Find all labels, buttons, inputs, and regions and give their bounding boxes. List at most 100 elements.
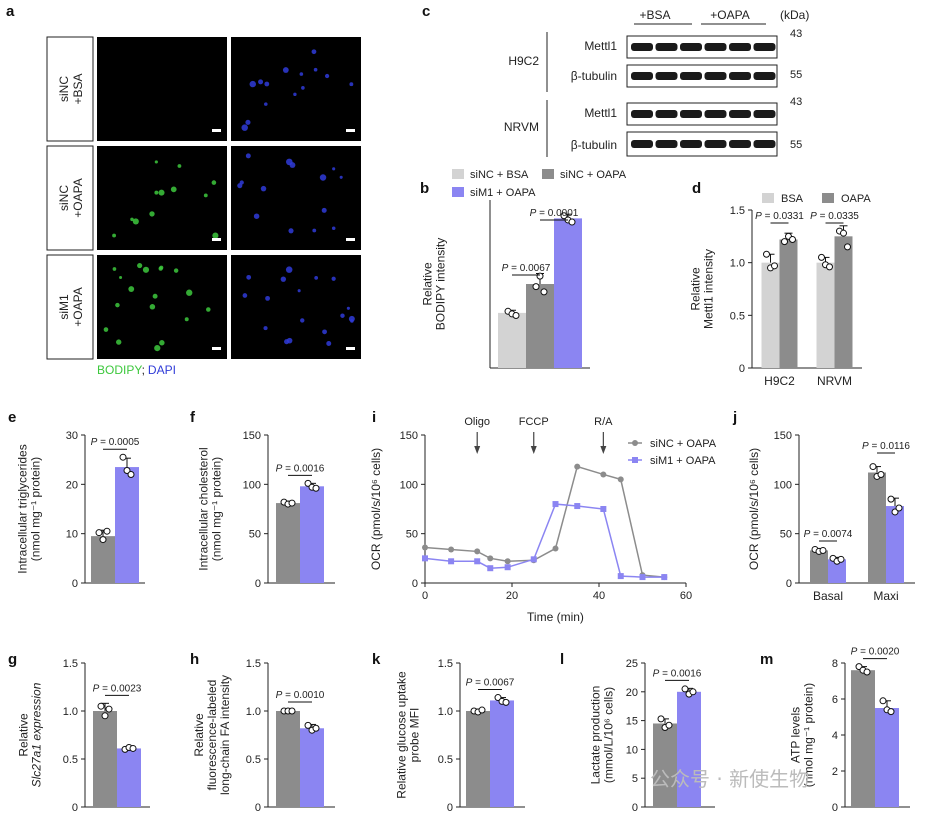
chart-f-cholesterol: 0 50 100 150 Intracellular cholesterol (nmol …: [197, 430, 335, 590]
bar: [554, 218, 582, 368]
y-tick-label: 50: [249, 529, 261, 541]
x-tick-label: Basal: [813, 589, 843, 603]
cell-dot: [173, 268, 179, 273]
cell-dot: [158, 266, 163, 271]
legend-swatch: [762, 193, 774, 203]
data-point: [95, 529, 103, 537]
y-axis-label: (nmol mg⁻¹ protein): [210, 457, 224, 561]
data-point: [502, 698, 510, 706]
row-label-3b: +OAPA: [71, 287, 85, 326]
y-axis-label: Relative: [689, 267, 703, 311]
legend-swatch: [542, 169, 554, 179]
scale-bar: [212, 238, 221, 241]
y-axis-label: OCR (pmol/s/10⁶ cells): [747, 448, 761, 570]
data-point: [101, 712, 109, 720]
y-axis-label: OCR (pmol/s/10⁶ cells): [369, 448, 383, 570]
panel-letter-a: a: [6, 3, 15, 20]
cell-dot: [132, 218, 139, 225]
series-marker: [574, 463, 581, 470]
p-value-label: P = 0.0023: [93, 683, 142, 694]
blot-band: [729, 72, 751, 80]
cell-dot: [142, 266, 150, 273]
group-label-oapa: +OAPA: [710, 8, 749, 22]
y-tick-label: 0: [255, 802, 261, 814]
legend-bodipy: BODIPY: [97, 363, 142, 377]
cell-dot: [326, 341, 332, 346]
data-point: [540, 288, 548, 296]
y-tick-label: 15: [626, 716, 638, 728]
data-point: [819, 546, 827, 554]
cell-dot: [340, 313, 345, 318]
p-value: = 0.0010: [282, 690, 324, 701]
p-value-label: P = 0.0005: [91, 437, 140, 448]
p-value: = 0.0020: [857, 647, 899, 658]
legend-swatch: [822, 193, 834, 203]
y-axis-label: long-chain FA intensity: [218, 675, 232, 795]
mw-55: 55: [790, 69, 802, 81]
p-symbol: P: [502, 263, 509, 274]
p-value: = 0.0005: [97, 437, 139, 448]
kda-label: (kDa): [780, 8, 809, 22]
legend-label: siNC + OAPA: [650, 438, 717, 450]
series-marker: [504, 558, 511, 565]
p-value: = 0.0067: [472, 678, 514, 689]
micro-siNC-OAPA-bodipy: [97, 146, 227, 250]
y-tick-label: 50: [406, 529, 418, 541]
x-tick-label: Maxi: [873, 589, 898, 603]
cell-dot: [285, 266, 293, 273]
cell-dot: [186, 289, 193, 296]
blot-band: [680, 72, 702, 80]
data-point: [837, 555, 845, 563]
panel-letter-l: l: [560, 651, 564, 668]
data-point: [763, 250, 770, 258]
p-value-label: P = 0.0067: [502, 263, 551, 274]
data-point: [887, 495, 895, 503]
protein-label-tubulin: β-tubulin: [571, 138, 617, 152]
cell-dot: [264, 81, 270, 87]
bar: [91, 536, 115, 583]
p-value-label: P = 0.0020: [851, 647, 900, 658]
y-axis-label: Relative: [421, 262, 435, 306]
cell-dot: [322, 329, 327, 335]
data-point: [312, 724, 320, 732]
p-value-label: P = 0.0116: [862, 441, 910, 452]
blot-band: [753, 72, 776, 80]
mw-55: 55: [790, 139, 802, 151]
y-axis-label: Relative: [192, 713, 206, 757]
y-tick-label: 0.5: [246, 754, 261, 766]
data-point: [532, 283, 540, 291]
cell-dot: [284, 339, 290, 345]
data-point: [879, 697, 887, 705]
cell-dot: [297, 289, 301, 293]
panel-letter-g: g: [8, 651, 17, 668]
y-tick-label: 150: [243, 430, 261, 442]
legend-label: siNC + BSA: [470, 169, 529, 181]
cell-dot: [170, 186, 177, 193]
y-tick-label: 0: [786, 578, 792, 590]
x-tick-label: 0: [422, 590, 428, 602]
data-point: [781, 238, 788, 246]
y-axis-label: (nmol mg⁻¹ protein): [802, 683, 816, 787]
cell-dot: [349, 82, 354, 87]
panel-letter-h: h: [190, 651, 199, 668]
p-value: = 0.0016: [282, 463, 324, 474]
cell-dot: [130, 217, 134, 222]
y-tick-label: 1.5: [63, 658, 78, 670]
row-label-2b: +OAPA: [71, 178, 85, 217]
cell-dot: [301, 86, 305, 90]
chart-e-triglycerides: 0 10 20 30 Intracellular triglycerides (nmol …: [16, 430, 145, 590]
panel-c-western-blot: +BSA +OAPA (kDa) H9C2 NRVM Mettl1 β-tubu…: [504, 8, 809, 157]
bar: [653, 723, 677, 807]
cell-dot: [159, 340, 165, 346]
y-axis-label: Intracellular cholesterol: [197, 447, 211, 570]
bar: [761, 262, 780, 368]
x-tick-label: NRVM: [817, 374, 852, 388]
micro-siNC-BSA-merge: [231, 37, 361, 141]
cell-line-h9c2: H9C2: [508, 54, 539, 68]
chart-h-fa-intensity: 0 0.5 1.0 1.5 Relative fluorescence-labeled lo…: [192, 658, 335, 814]
x-tick-label: H9C2: [764, 374, 795, 388]
data-point: [568, 218, 576, 226]
bar: [276, 711, 300, 807]
series-marker: [552, 501, 559, 508]
